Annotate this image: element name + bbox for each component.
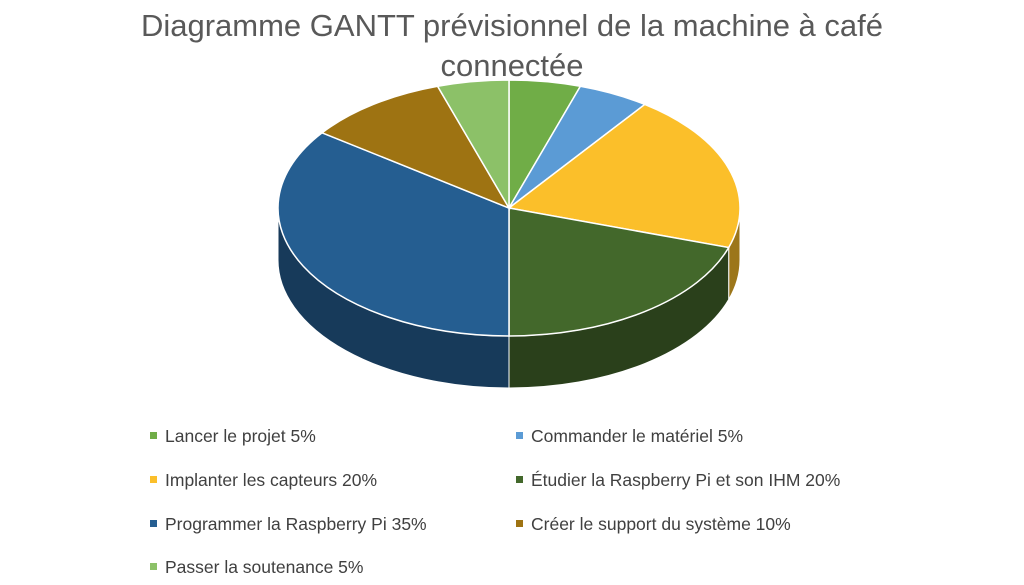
legend-item-0: Lancer le projet 5% [150, 424, 316, 448]
legend-item-1: Commander le matériel 5% [516, 424, 743, 448]
pie-top-faces [277, 79, 741, 337]
legend-label-1: Commander le matériel 5% [531, 426, 744, 446]
legend-label-0: Lancer le projet 5% [165, 426, 316, 446]
legend-label-5: Créer le support du système 10% [531, 514, 791, 534]
legend-swatch-5 [516, 519, 523, 527]
legend-swatch-4 [150, 519, 157, 527]
legend-label-3: Étudier la Raspberry Pi et son IHM 20% [531, 470, 841, 490]
legend-item-3: Étudier la Raspberry Pi et son IHM 20% [516, 468, 840, 492]
legend-item-6: Passer la soutenance 5% [150, 555, 363, 579]
chart-title: Diagramme GANTT prévisionnel de la machi… [140, 8, 884, 83]
legend-item-2: Implanter les capteurs 20% [150, 468, 377, 492]
pie-slice-4 [277, 131, 510, 337]
pie-slice-3 [508, 207, 730, 337]
legend-swatch-1 [516, 431, 523, 439]
legend-label-2: Implanter les capteurs 20% [165, 470, 378, 490]
legend-swatch-2 [150, 475, 157, 483]
pie-slice-2 [507, 103, 741, 249]
legend-swatch-0 [150, 431, 157, 439]
legend-item-4: Programmer la Raspberry Pi 35% [150, 512, 427, 536]
pie-slice-6 [436, 79, 510, 211]
pie-slice-5 [320, 85, 511, 210]
legend-swatch-3 [516, 475, 523, 483]
legend-label-4: Programmer la Raspberry Pi 35% [165, 514, 427, 534]
legend-item-5: Créer le support du système 10% [516, 512, 791, 536]
legend-swatch-6 [150, 562, 157, 570]
legend-label-6: Passer la soutenance 5% [165, 557, 364, 577]
